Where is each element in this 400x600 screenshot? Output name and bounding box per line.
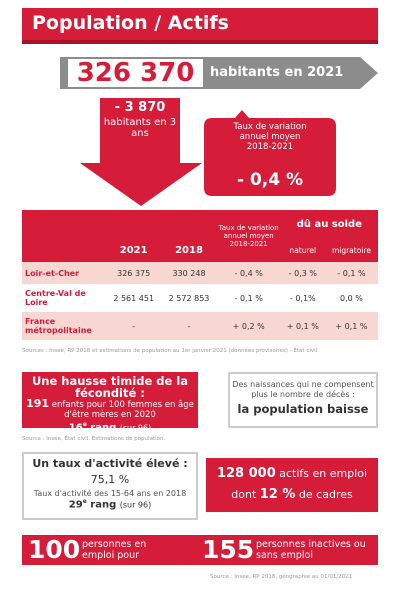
decline-value: - 3 870 [114, 100, 166, 115]
births-box: Des naissances qui ne compensent plus le… [228, 372, 378, 428]
employment-value: 128 000 [216, 466, 276, 481]
rate-label: Taux de variation annuel moyen 2018-2021 [233, 122, 307, 152]
row-label: France métropolitaine [25, 317, 92, 335]
activity-rank: 29e rang (sur 96) [24, 498, 196, 510]
table-cell: 326 375 [117, 268, 151, 278]
employment-box: 128 000 actifs en emploi dont 12 % de ca… [206, 458, 378, 512]
table-cell: + 0,1 % [286, 321, 319, 331]
table-cell: 2 561 451 [113, 293, 155, 303]
row-label: Loir-et-Cher [25, 268, 80, 278]
employment-share-label: de cadres [298, 488, 353, 501]
table-cell: - 0,3 % [288, 268, 317, 278]
fertility-value: 191 [26, 397, 50, 410]
rank: 29 [68, 499, 83, 511]
rate-box-shape [204, 110, 336, 196]
sub-header: migratoire [331, 245, 371, 255]
rank-word: rang [90, 499, 117, 511]
table-cell: + 0,2 % [232, 321, 265, 331]
inactive-value: 155 [202, 535, 255, 564]
table-cell: - [132, 321, 136, 331]
col-header: 2018 [175, 245, 203, 256]
activity-heading: Un taux d'activité élevé : [32, 457, 188, 470]
table-cell: + 0,1 % [335, 321, 368, 331]
col-header: 2021 [119, 245, 148, 256]
table-cell: - 0,1 % [234, 293, 263, 303]
rank-total: (sur 96) [119, 500, 152, 510]
population-banner [60, 57, 378, 89]
table-source: Sources : Insee, RP 2018 et estimations … [22, 348, 318, 354]
decline-label: habitants en 3 ans [103, 117, 177, 139]
table-row: Loir-et-Cher 326 375 330 248 - 0,4 % - 0,3 %… [22, 262, 378, 284]
header-bar: Population / Actifs [22, 8, 378, 44]
table-cell: 330 248 [172, 268, 206, 278]
rank-word: rang [90, 422, 117, 434]
fertility-box: Une hausse timide de la fécondité : 191 … [22, 372, 198, 433]
employment-prefix: dont [231, 488, 257, 501]
fertility-source: Source : Insee, État civil. Estimations … [22, 436, 166, 442]
employed-label: personnes en emploi pour [82, 539, 147, 561]
rank-total: (sur 96) [119, 423, 152, 433]
table-cell: - 0,1% [289, 293, 316, 303]
table-cell: 2 572 853 [168, 293, 210, 303]
rank-suffix: e [82, 421, 87, 428]
sub-header: naturel [289, 245, 317, 255]
activity-value: 75,1 % [90, 473, 130, 486]
inactive-label: personnes inactives ou sans emploi [256, 539, 366, 561]
table-cell: 0,0 % [340, 293, 363, 303]
fertility-heading: Une hausse timide de la fécondité : [31, 374, 189, 400]
population-value: 326 370 [76, 58, 195, 88]
fertility-desc: enfants pour 100 femmes en âge d'être mè… [51, 400, 194, 420]
activity-box: Un taux d'activité élevé : 75,1 % Taux d… [22, 452, 198, 520]
table-cell: - [187, 321, 191, 331]
row-label: Centre-Val de Loire [25, 289, 86, 307]
employment-label: actifs en emploi [279, 467, 368, 480]
table-row: Centre-Val de Loire 2 561 451 2 572 853 - 0… [22, 284, 378, 312]
population-table: 2021 2018 Taux de variation annuel moyen… [22, 210, 378, 340]
rank-suffix: e [82, 498, 87, 505]
births-conclusion: la population baisse [237, 402, 369, 416]
employed-value: 100 [28, 535, 81, 564]
group-header: dû au solde [296, 218, 362, 230]
ratio-bar: 100 personnes en emploi pour 155 personn… [22, 535, 378, 565]
employment-share-line: dont 12 % de cadres [206, 487, 378, 502]
activity-text: Taux d'activité des 15-64 ans en 2018 [33, 489, 187, 498]
births-text: Des naissances qui ne compensent plus le… [232, 380, 374, 399]
fertility-rank: 16e rang (sur 96) [22, 420, 198, 433]
rank: 16 [68, 422, 83, 434]
title: Population / Actifs [32, 12, 229, 34]
table-cell: - 0,4 % [234, 268, 263, 278]
table-row: France métropolitaine - - + 0,2 % + 0,1 % + 0… [22, 312, 378, 340]
table-cell: - 0,1 % [337, 268, 366, 278]
employment-share: 12 % [259, 487, 296, 502]
col-header: Taux de variation annuel moyen 2018-2021 [218, 224, 279, 248]
population-label: habitants en 2021 [210, 65, 344, 80]
decline-arrow [80, 98, 202, 206]
employment-line: 128 000 actifs en emploi [206, 466, 378, 481]
rate-value: - 0,4 % [236, 170, 304, 190]
fertility-text: 191 enfants pour 100 femmes en âge d'êtr… [22, 397, 198, 420]
ratio-source: Source : Insee, RP 2018, géographie au 0… [210, 574, 353, 580]
